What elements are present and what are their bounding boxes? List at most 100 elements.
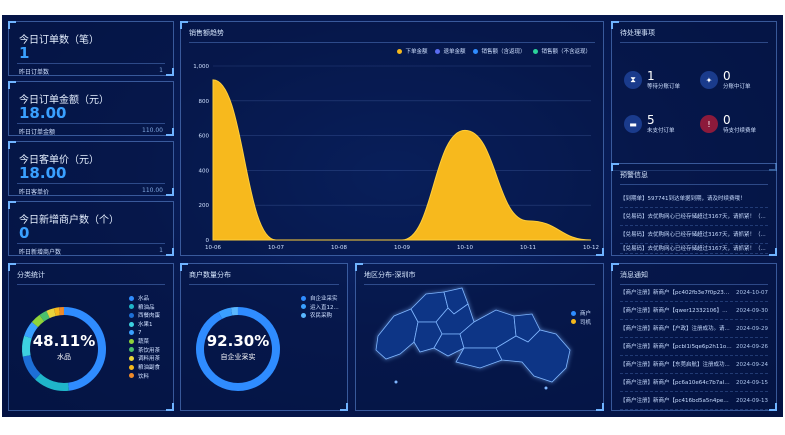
- category-slice-2[interactable]: [22, 354, 41, 380]
- legend-item[interactable]: 运入直12...: [301, 303, 339, 312]
- hourglass-icon: ⧗: [624, 71, 642, 89]
- legend-label: 粮油副食: [138, 365, 161, 372]
- merchant-slice-0[interactable]: [196, 307, 280, 391]
- district-nanshan[interactable]: [375, 308, 419, 360]
- legend-item[interactable]: 销售额（不含返现）: [533, 47, 591, 55]
- x-tick-label: 10-10: [457, 245, 473, 251]
- notice-item[interactable]: 【商户注册】新商户【pcbl1i5qe6p2h11o2p... 2024-09-2…: [620, 338, 768, 356]
- island-dot: [394, 380, 398, 384]
- category-slice-0[interactable]: [63, 307, 106, 391]
- merchant-slice-2[interactable]: [230, 307, 239, 316]
- legend-item[interactable]: 饮料: [129, 371, 160, 380]
- legend-label: 西餐肉蛋: [138, 313, 161, 320]
- legend-item[interactable]: 下单金额: [397, 47, 427, 55]
- warning-item[interactable]: 【兑易码】去优购网心已经存储超过3167天，请抓紧！（...: [620, 226, 768, 244]
- legend-label: 销售额（含返现）: [481, 49, 526, 55]
- sales-trend-panel: 销售额趋势 下单金额 退单金额 销售额（含返现） 销售额（不含返现） 1,000…: [180, 21, 604, 256]
- warning-text: 【兑易码】去优购网心已经存储超过3167天，请抓紧！（...: [620, 246, 766, 252]
- pending-item-splitting[interactable]: ✦ 0 分账中订单: [700, 70, 751, 90]
- dashboard-screen: 今日订单数（笔） 1 昨日订单数 1 今日订单金额（元） 18.00 昨日订单金…: [2, 15, 783, 417]
- panel-title: 预警信息: [620, 170, 768, 185]
- pending-count: 0: [723, 113, 731, 127]
- region-map-panel: 地区分布-深圳市 商户 司机: [355, 263, 604, 411]
- legend-item[interactable]: 水果1: [129, 320, 160, 329]
- pending-item-renewal[interactable]: ! 0 待支付续费单: [700, 114, 756, 134]
- notice-item[interactable]: 【商户注册】新商户【qwer12332106】注册... 2024-09-30: [620, 302, 768, 320]
- category-slice-3[interactable]: [22, 335, 32, 357]
- notice-item[interactable]: 【商户注册】新商户【东莞启航】注册成功... 2024-09-24: [620, 356, 768, 374]
- series-area-order-amount[interactable]: [212, 79, 592, 241]
- legend-item[interactable]: 调料用茶: [129, 354, 160, 363]
- pending-item-waiting-split[interactable]: ⧗ 1 等待分账订单: [624, 70, 680, 90]
- y-tick-label: 1,000: [193, 64, 209, 70]
- notice-date: 2024-09-15: [736, 380, 768, 386]
- donut-center: 48.11% 水品: [19, 332, 109, 362]
- legend-dot: [129, 312, 134, 318]
- legend-label: 调料用茶: [138, 356, 161, 363]
- category-slice-1[interactable]: [35, 373, 69, 391]
- legend-item[interactable]: 司机: [571, 318, 591, 327]
- legend-item[interactable]: 蔬菜: [129, 337, 160, 346]
- legend-item[interactable]: 农民采购: [301, 311, 339, 320]
- legend-item[interactable]: 7: [129, 328, 160, 337]
- notice-date: 2024-09-24: [736, 362, 768, 368]
- legend-item[interactable]: 粮油品: [129, 303, 160, 312]
- notice-date: 2024-09-26: [736, 344, 768, 350]
- category-slice-8[interactable]: [53, 307, 60, 317]
- merchant-slice-1[interactable]: [218, 307, 233, 319]
- notice-list: 【商户注册】新商户【pc402fb3e7f0p238b... 2024-10-07…: [620, 284, 768, 410]
- category-slice-5[interactable]: [31, 314, 45, 328]
- legend-dot: [571, 310, 576, 316]
- kpi-card-orders: 今日订单数（笔） 1 昨日订单数 1: [8, 21, 174, 76]
- legend-label: 退单金额: [443, 49, 466, 55]
- legend-item[interactable]: 西餐肉蛋: [129, 311, 160, 320]
- notice-text: 【商户注册】新商户【户政】注册成功。请...: [620, 326, 730, 332]
- district-dapeng[interactable]: [495, 329, 571, 383]
- legend-dot: [129, 295, 134, 301]
- legend-dot: [129, 364, 134, 370]
- legend-item[interactable]: 销售额（含返现）: [473, 47, 525, 55]
- category-slice-4[interactable]: [24, 322, 39, 339]
- pending-label: 等待分账订单: [647, 84, 681, 90]
- legend-dot: [129, 355, 134, 361]
- legend-item[interactable]: 粮油副食: [129, 363, 160, 372]
- divider: [17, 123, 165, 124]
- notice-item[interactable]: 【商户注册】新商户【pc6a10e64c7b7al3l... 2024-09-15: [620, 374, 768, 392]
- notice-item[interactable]: 【商户注册】新商户【户政】注册成功。请... 2024-09-29: [620, 320, 768, 338]
- map-legend: 商户 司机: [571, 309, 591, 326]
- warning-item[interactable]: 【兑易码】去优购网心已经存储超过3167天，请抓紧！（...: [620, 244, 768, 254]
- legend-item[interactable]: 退单金额: [435, 47, 465, 55]
- notice-panel: 消息通知 【商户注册】新商户【pc402fb3e7f0p238b... 2024-…: [611, 263, 777, 411]
- legend-item[interactable]: 茶饮用茶: [129, 346, 160, 355]
- legend-item[interactable]: 水品: [129, 294, 160, 303]
- pending-count: 5: [647, 113, 655, 127]
- category-slice-7[interactable]: [46, 308, 56, 319]
- notice-item[interactable]: 【商户注册】新商户【pc416bd5a5n4pepw... 2024-09-13: [620, 392, 768, 410]
- panel-title: 待处理事项: [620, 28, 768, 43]
- district-yantian[interactable]: [455, 347, 503, 369]
- legend-dot: [129, 330, 134, 336]
- kpi-value: 18.00: [19, 164, 67, 182]
- warning-item[interactable]: 【到期单】597741到达单据到期，请及时续费哦！: [620, 190, 768, 208]
- donut-center: 92.30% 自企业采实: [193, 332, 283, 362]
- legend-item[interactable]: 商户: [571, 309, 591, 318]
- legend-item[interactable]: 自企业采实: [301, 294, 339, 303]
- kpi-sub-label: 昨日客单价: [19, 189, 50, 196]
- warning-item[interactable]: 【兑易码】去优购网心已经存储超过3167天，请抓紧！（...: [620, 208, 768, 226]
- pending-panel: 待处理事项 ⧗ 1 等待分账订单 ✦ 0 分账中订单 ▬ 5 未支付订单 ! 0 待支付…: [611, 21, 777, 171]
- y-tick-label: 0: [206, 238, 210, 244]
- category-panel: 分类统计 48.11% 水品 水品 粮油品 西餐肉蛋 水果1 7 蔬菜 茶饮用茶 调料用茶 粮油…: [8, 263, 174, 411]
- legend-dot: [397, 48, 403, 54]
- kpi-sub-label: 昨日新增商户数: [19, 249, 62, 256]
- alert-icon: !: [700, 115, 718, 133]
- kpi-value: 18.00: [19, 104, 67, 122]
- notice-item[interactable]: 【商户注册】新商户【pc402fb3e7f0p238b... 2024-10-07: [620, 284, 768, 302]
- shenzhen-map[interactable]: [356, 264, 605, 412]
- pending-item-unpaid[interactable]: ▬ 5 未支付订单: [624, 114, 675, 134]
- warning-text: 【兑易码】去优购网心已经存储超过3167天，请抓紧！（...: [620, 214, 766, 220]
- y-tick-label: 200: [199, 203, 210, 209]
- category-slice-6[interactable]: [39, 310, 50, 322]
- legend-label: 自企业采实: [310, 296, 338, 303]
- legend-dot: [301, 304, 306, 310]
- kpi-sub-value: 110.00: [142, 187, 163, 194]
